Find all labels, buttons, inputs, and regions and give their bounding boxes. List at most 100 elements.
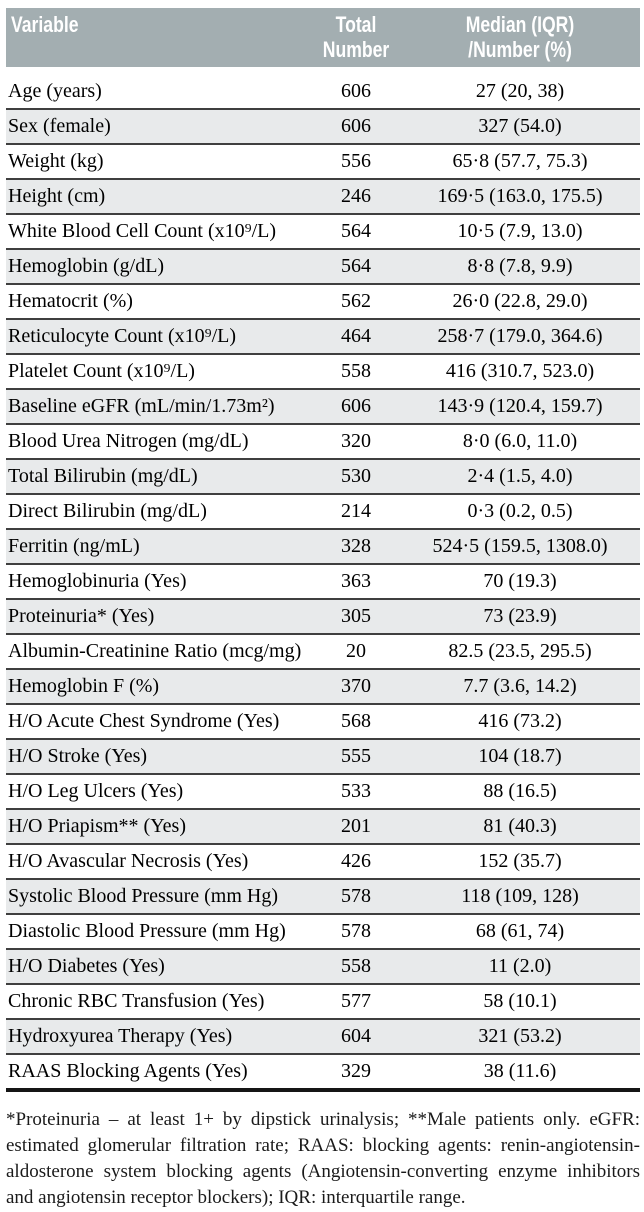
- table-row: H/O Acute Chest Syndrome (Yes) 568 416 (…: [6, 704, 640, 739]
- row-variable-cell: Hemoglobinuria (Yes): [8, 570, 187, 592]
- row-variable-cell: Age (years): [8, 80, 102, 102]
- table-row: Hemoglobin F (%) 370 7.7 (3.6, 14.2): [6, 669, 640, 704]
- column-header-total-number: Total Number: [290, 8, 422, 67]
- row-variable-cell: Total Bilirubin (mg/dL): [8, 465, 198, 487]
- row-median-value-cell: 258·7 (179.0, 364.6): [437, 325, 603, 347]
- table-footnote: *Proteinuria – at least 1+ by dipstick u…: [6, 1109, 640, 1208]
- row-total-number-cell: 533: [341, 780, 371, 802]
- row-spacer-cell: [618, 1019, 640, 1054]
- row-spacer-cell: [618, 669, 640, 704]
- row-total-number-cell: 606: [341, 115, 371, 137]
- row-total-number-cell: 606: [341, 80, 371, 102]
- row-variable-cell: H/O Leg Ulcers (Yes): [8, 780, 184, 802]
- row-total-number-cell: 578: [341, 920, 371, 942]
- row-variable-cell: Sex (female): [8, 115, 111, 137]
- row-total-number-cell: 564: [341, 220, 371, 242]
- row-total-number-cell: 305: [341, 605, 371, 627]
- row-total-number-cell: 606: [341, 395, 371, 417]
- patient-characteristics-table: Variable Total Number Median (IQR) /Numb…: [6, 8, 640, 1092]
- row-median-value-cell: 27 (20, 38): [475, 80, 565, 102]
- row-spacer-cell: [618, 214, 640, 249]
- row-total-number-cell: 564: [341, 255, 371, 277]
- row-median-value-cell: 26·0 (22.8, 29.0): [452, 290, 588, 312]
- row-median-value-cell: 82.5 (23.5, 295.5): [448, 640, 592, 662]
- column-header-spacer: [618, 8, 640, 67]
- row-spacer-cell: [618, 564, 640, 599]
- row-total-number-cell: 577: [341, 990, 371, 1012]
- row-spacer-cell: [618, 494, 640, 529]
- row-variable-cell: Hydroxyurea Therapy (Yes): [8, 1025, 233, 1047]
- row-total-number-cell: 556: [341, 150, 371, 172]
- row-spacer-cell: [618, 914, 640, 949]
- row-total-number-cell: 604: [341, 1025, 371, 1047]
- table-row: Hydroxyurea Therapy (Yes) 604 321 (53.2): [6, 1019, 640, 1054]
- row-spacer-cell: [618, 949, 640, 984]
- row-spacer-cell: [618, 67, 640, 109]
- table-row: Hematocrit (%) 562 26·0 (22.8, 29.0): [6, 284, 640, 319]
- row-median-value-cell: 8·0 (6.0, 11.0): [462, 430, 578, 452]
- row-variable-cell: H/O Priapism** (Yes): [8, 815, 186, 837]
- row-median-value-cell: 8·8 (7.8, 9.9): [467, 255, 573, 277]
- row-variable-cell: Systolic Blood Pressure (mm Hg): [8, 885, 278, 907]
- row-median-value-cell: 81 (40.3): [483, 815, 557, 837]
- row-spacer-cell: [618, 249, 640, 284]
- table-row: Chronic RBC Transfusion (Yes) 577 58 (10…: [6, 984, 640, 1019]
- row-total-number-cell: 562: [341, 290, 371, 312]
- row-median-value-cell: 70 (19.3): [483, 570, 557, 592]
- row-spacer-cell: [618, 1054, 640, 1090]
- row-variable-cell: Hemoglobin F (%): [8, 675, 160, 697]
- table-row: Direct Bilirubin (mg/dL) 214 0·3 (0.2, 0…: [6, 494, 640, 529]
- column-header-total-line1: Total: [335, 12, 377, 37]
- row-total-number-cell: 568: [341, 710, 371, 732]
- table-row: Hemoglobinuria (Yes) 363 70 (19.3): [6, 564, 640, 599]
- row-median-value-cell: 143·9 (120.4, 159.7): [437, 395, 603, 417]
- table-row: Reticulocyte Count (x10⁹/L) 464 258·7 (1…: [6, 319, 640, 354]
- row-spacer-cell: [618, 459, 640, 494]
- row-median-value-cell: 524·5 (159.5, 1308.0): [432, 535, 608, 557]
- row-total-number-cell: 578: [341, 885, 371, 907]
- row-variable-cell: Albumin-Creatinine Ratio (mcg/mg): [8, 640, 302, 662]
- column-header-median: Median (IQR) /Number (%): [422, 8, 618, 67]
- table-figure: Variable Total Number Median (IQR) /Numb…: [6, 8, 640, 1211]
- row-total-number-cell: 558: [341, 360, 371, 382]
- row-spacer-cell: [618, 879, 640, 914]
- row-total-number-cell: 426: [341, 850, 371, 872]
- row-variable-cell: H/O Diabetes (Yes): [8, 955, 165, 977]
- row-total-number-cell: 558: [341, 955, 371, 977]
- row-median-value-cell: 38 (11.6): [483, 1060, 557, 1082]
- row-total-number-cell: 328: [341, 535, 371, 557]
- row-median-value-cell: 88 (16.5): [483, 780, 557, 802]
- row-total-number-cell: 555: [341, 745, 371, 767]
- row-median-value-cell: 416 (310.7, 523.0): [445, 360, 595, 382]
- row-variable-cell: Ferritin (ng/mL): [8, 535, 140, 557]
- table-row: Sex (female) 606 327 (54.0): [6, 109, 640, 144]
- row-variable-cell: Diastolic Blood Pressure (mm Hg): [8, 920, 286, 942]
- row-median-value-cell: 68 (61, 74): [475, 920, 565, 942]
- table-row: H/O Priapism** (Yes) 201 81 (40.3): [6, 809, 640, 844]
- row-total-number-cell: 530: [341, 465, 371, 487]
- row-median-value-cell: 118 (109, 128): [461, 885, 579, 907]
- row-spacer-cell: [618, 809, 640, 844]
- row-total-number-cell: 201: [341, 815, 371, 837]
- row-spacer-cell: [618, 284, 640, 319]
- row-median-value-cell: 7.7 (3.6, 14.2): [463, 675, 577, 697]
- column-header-median-line1: Median (IQR): [465, 12, 575, 37]
- row-spacer-cell: [618, 704, 640, 739]
- row-variable-cell: Chronic RBC Transfusion (Yes): [8, 990, 265, 1012]
- row-spacer-cell: [618, 144, 640, 179]
- table-row: Systolic Blood Pressure (mm Hg) 578 118 …: [6, 879, 640, 914]
- row-variable-cell: Proteinuria* (Yes): [8, 605, 155, 627]
- row-median-value-cell: 104 (18.7): [478, 745, 562, 767]
- row-spacer-cell: [618, 599, 640, 634]
- row-median-value-cell: 58 (10.1): [483, 990, 557, 1012]
- row-total-number-cell: 20: [346, 640, 366, 662]
- row-variable-cell: H/O Acute Chest Syndrome (Yes): [8, 710, 280, 732]
- column-header-variable-label: Variable: [11, 12, 79, 37]
- table-row: Baseline eGFR (mL/min/1.73m²) 606 143·9 …: [6, 389, 640, 424]
- row-spacer-cell: [618, 109, 640, 144]
- row-spacer-cell: [618, 319, 640, 354]
- row-spacer-cell: [618, 179, 640, 214]
- column-header-median-line2: /Number (%): [468, 37, 572, 62]
- table-row: Height (cm) 246 169·5 (163.0, 175.5): [6, 179, 640, 214]
- row-variable-cell: Reticulocyte Count (x10⁹/L): [8, 325, 237, 347]
